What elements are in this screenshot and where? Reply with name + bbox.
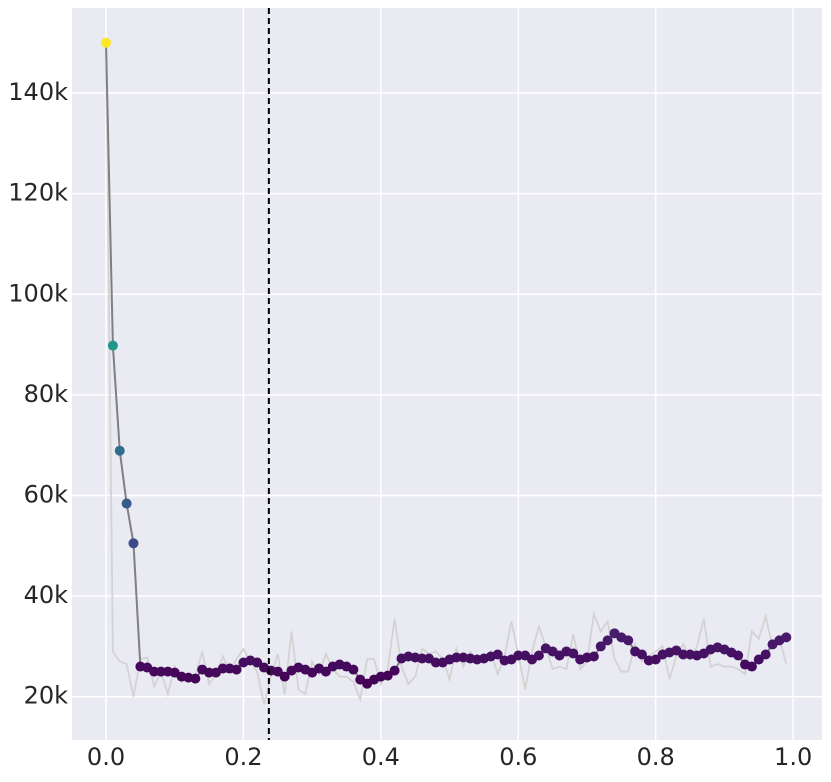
data-point — [190, 673, 201, 684]
x-tick-label: 0.6 — [499, 743, 537, 771]
data-point — [155, 666, 166, 677]
data-point — [760, 649, 771, 660]
data-point — [753, 654, 764, 665]
data-point — [513, 650, 524, 661]
x-tick-label: 1.0 — [774, 743, 812, 771]
data-point — [568, 648, 579, 659]
x-tick-label: 0.8 — [637, 743, 675, 771]
data-point — [101, 37, 112, 48]
data-point — [602, 635, 613, 646]
data-point — [533, 650, 544, 661]
y-tick-label: 100k — [8, 279, 68, 307]
data-point — [746, 661, 757, 672]
data-point — [595, 641, 606, 652]
y-tick-label: 40k — [24, 581, 69, 609]
data-point — [430, 657, 441, 668]
data-point — [217, 663, 228, 674]
data-point — [128, 538, 139, 549]
data-point — [623, 635, 634, 646]
data-point — [389, 665, 400, 676]
data-point — [636, 649, 647, 660]
y-tick-label: 20k — [24, 682, 69, 710]
data-point — [678, 649, 689, 660]
data-point — [492, 649, 503, 660]
data-point — [588, 651, 599, 662]
data-point — [279, 671, 290, 682]
data-point — [320, 666, 331, 677]
data-point — [348, 664, 359, 675]
data-point — [114, 445, 125, 456]
x-tick-label: 0.0 — [87, 743, 125, 771]
y-tick-label: 140k — [8, 78, 68, 106]
data-point — [252, 657, 263, 668]
data-point — [204, 667, 215, 678]
data-point — [121, 498, 132, 509]
data-point — [149, 666, 160, 677]
data-point — [451, 652, 462, 663]
data-point — [272, 666, 283, 677]
y-tick-label: 80k — [24, 380, 69, 408]
data-point — [781, 632, 792, 643]
y-tick-label: 120k — [8, 179, 68, 207]
data-point — [733, 650, 744, 661]
data-point — [417, 653, 428, 664]
data-point — [650, 654, 661, 665]
plot-area — [72, 8, 822, 740]
y-tick-label: 60k — [24, 480, 69, 508]
data-point — [382, 670, 393, 681]
data-point — [231, 664, 242, 675]
x-tick-label: 0.4 — [362, 743, 400, 771]
data-point — [107, 340, 118, 351]
x-tick-label: 0.2 — [224, 743, 262, 771]
